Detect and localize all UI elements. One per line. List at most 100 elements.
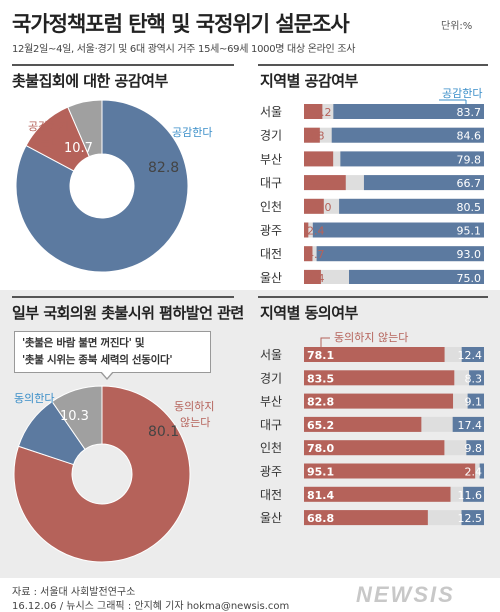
bar-segment-disagree xyxy=(304,175,346,191)
bar-value-label: 11.0 xyxy=(307,201,332,214)
bar-value-label: 12.5 xyxy=(458,512,483,525)
unit-label: 단위:% xyxy=(441,21,473,32)
source-text: 자료 : 서울대 사회발전연구소 xyxy=(12,587,136,598)
bar-value-label: 79.8 xyxy=(457,153,482,166)
bar-value-label: 83.7 xyxy=(457,106,482,119)
bar-category-label: 대구 xyxy=(260,176,282,190)
bar-category-label: 대구 xyxy=(260,418,282,432)
pie2-disagree-label-2: 않는다 xyxy=(180,416,210,429)
bar-value-label: 93.0 xyxy=(457,248,482,261)
bar-value-label: 66.7 xyxy=(457,177,482,190)
bar-value-label: 82.8 xyxy=(307,396,334,409)
bar-legend: 공감한다 xyxy=(442,87,482,100)
bar-segment-disagree xyxy=(304,269,321,284)
bar-category-label: 경기 xyxy=(260,129,282,143)
bar-value-label: 8.8 xyxy=(307,130,325,143)
pie2-agree-value: 10.3 xyxy=(60,409,89,424)
bar-segment-agree xyxy=(340,151,484,167)
pie-slice xyxy=(15,99,189,273)
bar-segment-disagree xyxy=(304,127,320,143)
chart3-title: 일부 국회의원 촛불시위 폄하발언 관련 xyxy=(12,304,244,322)
bar-segment-disagree xyxy=(304,510,428,526)
page-subtitle: 12월2일~4일, 서울·경기 및 6대 광역시 거주 15세~69세 1000… xyxy=(12,44,356,55)
bar-segment-agree xyxy=(339,198,484,214)
legend-pointer xyxy=(439,99,467,104)
bar-value-label: 78.1 xyxy=(307,349,334,362)
bar-segment-agree xyxy=(469,370,484,386)
bar-segment-disagree xyxy=(304,463,476,479)
bar-segment-disagree xyxy=(304,416,422,432)
quote-bubble: '촛불은 바람 불면 꺼진다' 및 '촛불 시위는 종북 세력의 선동이다' xyxy=(14,331,211,373)
bar-value-label: 8.3 xyxy=(465,372,483,385)
bar-segment-disagree xyxy=(304,246,313,262)
chart4-title: 지역별 동의여부 xyxy=(260,304,358,322)
legend-pointer xyxy=(320,337,330,347)
bar-segment-agree xyxy=(349,269,484,284)
quote-line-2: '촛불 시위는 종북 세력의 선동이다' xyxy=(22,354,173,366)
bar-value-label: 78.0 xyxy=(307,442,334,455)
bar-value-label: 95.1 xyxy=(307,466,334,479)
bar-value-label: 83.5 xyxy=(307,372,334,385)
bar-value-label: 80.5 xyxy=(457,201,482,214)
bar-category-label: 광주 xyxy=(260,224,282,238)
top-left-rule xyxy=(12,64,234,66)
quote-line-1: '촛불은 바람 불면 꺼진다' 및 xyxy=(22,337,145,349)
bar-segment-agree xyxy=(479,463,484,479)
bar-category-label: 부산 xyxy=(260,395,282,409)
pie1-agree-label: 공감한다 xyxy=(172,126,212,139)
bar-segment-agree xyxy=(466,440,484,456)
bar-value-label: 4.7 xyxy=(307,248,325,261)
bar-value-label: 81.4 xyxy=(307,489,334,502)
bar-value-label: 11.6 xyxy=(458,489,483,502)
bar-segment-agree xyxy=(312,222,484,238)
bar-category-label: 울산 xyxy=(260,271,282,284)
bar-category-label: 서울 xyxy=(260,105,282,119)
bar-value-label: 2.4 xyxy=(307,225,325,238)
bar-segment-disagree xyxy=(304,440,445,456)
bar-segment-agree xyxy=(363,175,484,191)
pie2-disagree-value: 80.1 xyxy=(148,424,179,440)
bar-segment-disagree xyxy=(304,347,445,362)
bar-value-label: 9.4 xyxy=(307,272,325,284)
bar-value-label: 16.2 xyxy=(307,153,332,166)
bar-segment-disagree xyxy=(304,486,451,502)
bar-value-label: 65.2 xyxy=(307,419,334,432)
bar-segment-disagree xyxy=(304,370,455,386)
bubble-tail-inner xyxy=(101,371,113,378)
bar-segment-disagree xyxy=(304,151,334,167)
newsis-logo: NEWSIS xyxy=(356,582,455,607)
bar-value-label: 2.4 xyxy=(465,466,483,479)
bar-value-label: 23.2 xyxy=(307,177,332,190)
bar-category-label: 광주 xyxy=(260,465,282,479)
pie2-disagree-label-1: 동의하지 xyxy=(174,399,214,413)
pie-slice xyxy=(51,385,103,450)
bar-value-label: 10.2 xyxy=(307,106,332,119)
bar-legend: 동의하지 않는다 xyxy=(334,330,408,344)
bottom-right-rule xyxy=(258,296,488,298)
bar-value-label: 12.4 xyxy=(458,349,483,362)
bar-value-label: 9.1 xyxy=(465,396,483,409)
pie1-slices xyxy=(15,99,189,273)
bar-category-label: 울산 xyxy=(260,511,282,525)
bar-value-label: 17.4 xyxy=(458,419,483,432)
bar-segment-agree xyxy=(467,393,484,409)
top-right-rule xyxy=(258,64,488,66)
bar-category-label: 대전 xyxy=(260,488,282,502)
bar-category-label: 부산 xyxy=(260,152,282,166)
bar-segment-agree xyxy=(463,486,484,502)
pie1-disagree-label-1: 공감하지 xyxy=(28,119,68,133)
page-title: 국가정책포럼 탄핵 및 국정위기 설문조사 xyxy=(12,12,350,36)
pie2-slices xyxy=(13,385,191,563)
bar-category-label: 인천 xyxy=(260,199,282,214)
bar-segment-disagree xyxy=(304,222,309,238)
bar-segment-agree xyxy=(333,104,484,119)
bar-segment-agree xyxy=(461,510,484,526)
bar-segment-agree xyxy=(452,416,484,432)
bar-value-label: 75.0 xyxy=(457,272,482,284)
bar-value-label: 9.8 xyxy=(465,442,483,455)
bar-segment-agree xyxy=(331,127,484,143)
pie1-agree-value: 82.8 xyxy=(148,160,179,176)
bar-value-label: 84.6 xyxy=(457,130,482,143)
